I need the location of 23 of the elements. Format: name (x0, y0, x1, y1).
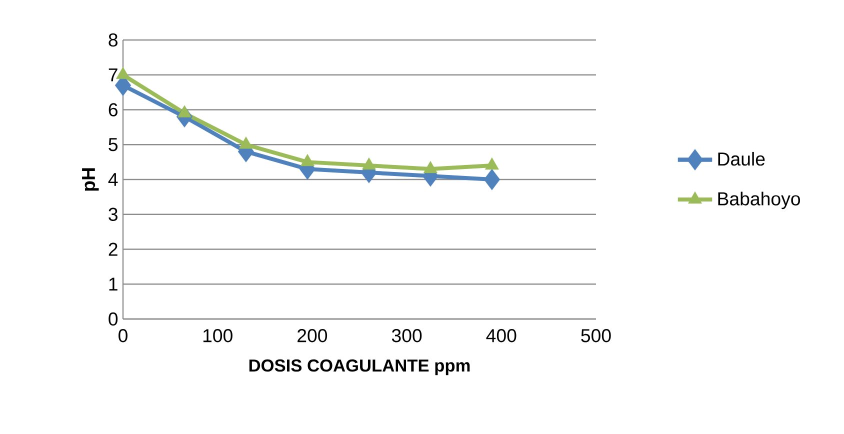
y-axis-title: pH (82, 168, 99, 191)
point (177, 105, 192, 118)
y-tick-label: 1 (109, 278, 118, 291)
x-tick-label: 0 (118, 329, 128, 342)
point (484, 168, 500, 190)
x-tick-label: 200 (298, 329, 328, 342)
x-tick-label: 100 (203, 329, 232, 342)
point (238, 136, 253, 149)
y-tick-label: 0 (108, 312, 118, 326)
y-tick-label: 2 (108, 242, 118, 256)
y-tick-label: 5 (108, 138, 118, 152)
x-tick-label: 500 (581, 329, 611, 342)
legend-label: Daule (718, 152, 765, 166)
y-tick-label: 4 (108, 173, 118, 186)
y-tick-label: 8 (108, 33, 118, 47)
y-tick-label: 7 (108, 68, 118, 82)
x-axis-title: DOSIS COAGULANTE ppm (249, 359, 470, 376)
y-tick-label: 6 (108, 103, 118, 116)
legend-label: Babahoyo (718, 192, 800, 210)
x-tick-label: 300 (392, 329, 422, 342)
x-tick-label: 400 (486, 329, 516, 342)
point (116, 66, 130, 79)
y-tick-label: 3 (108, 208, 118, 221)
